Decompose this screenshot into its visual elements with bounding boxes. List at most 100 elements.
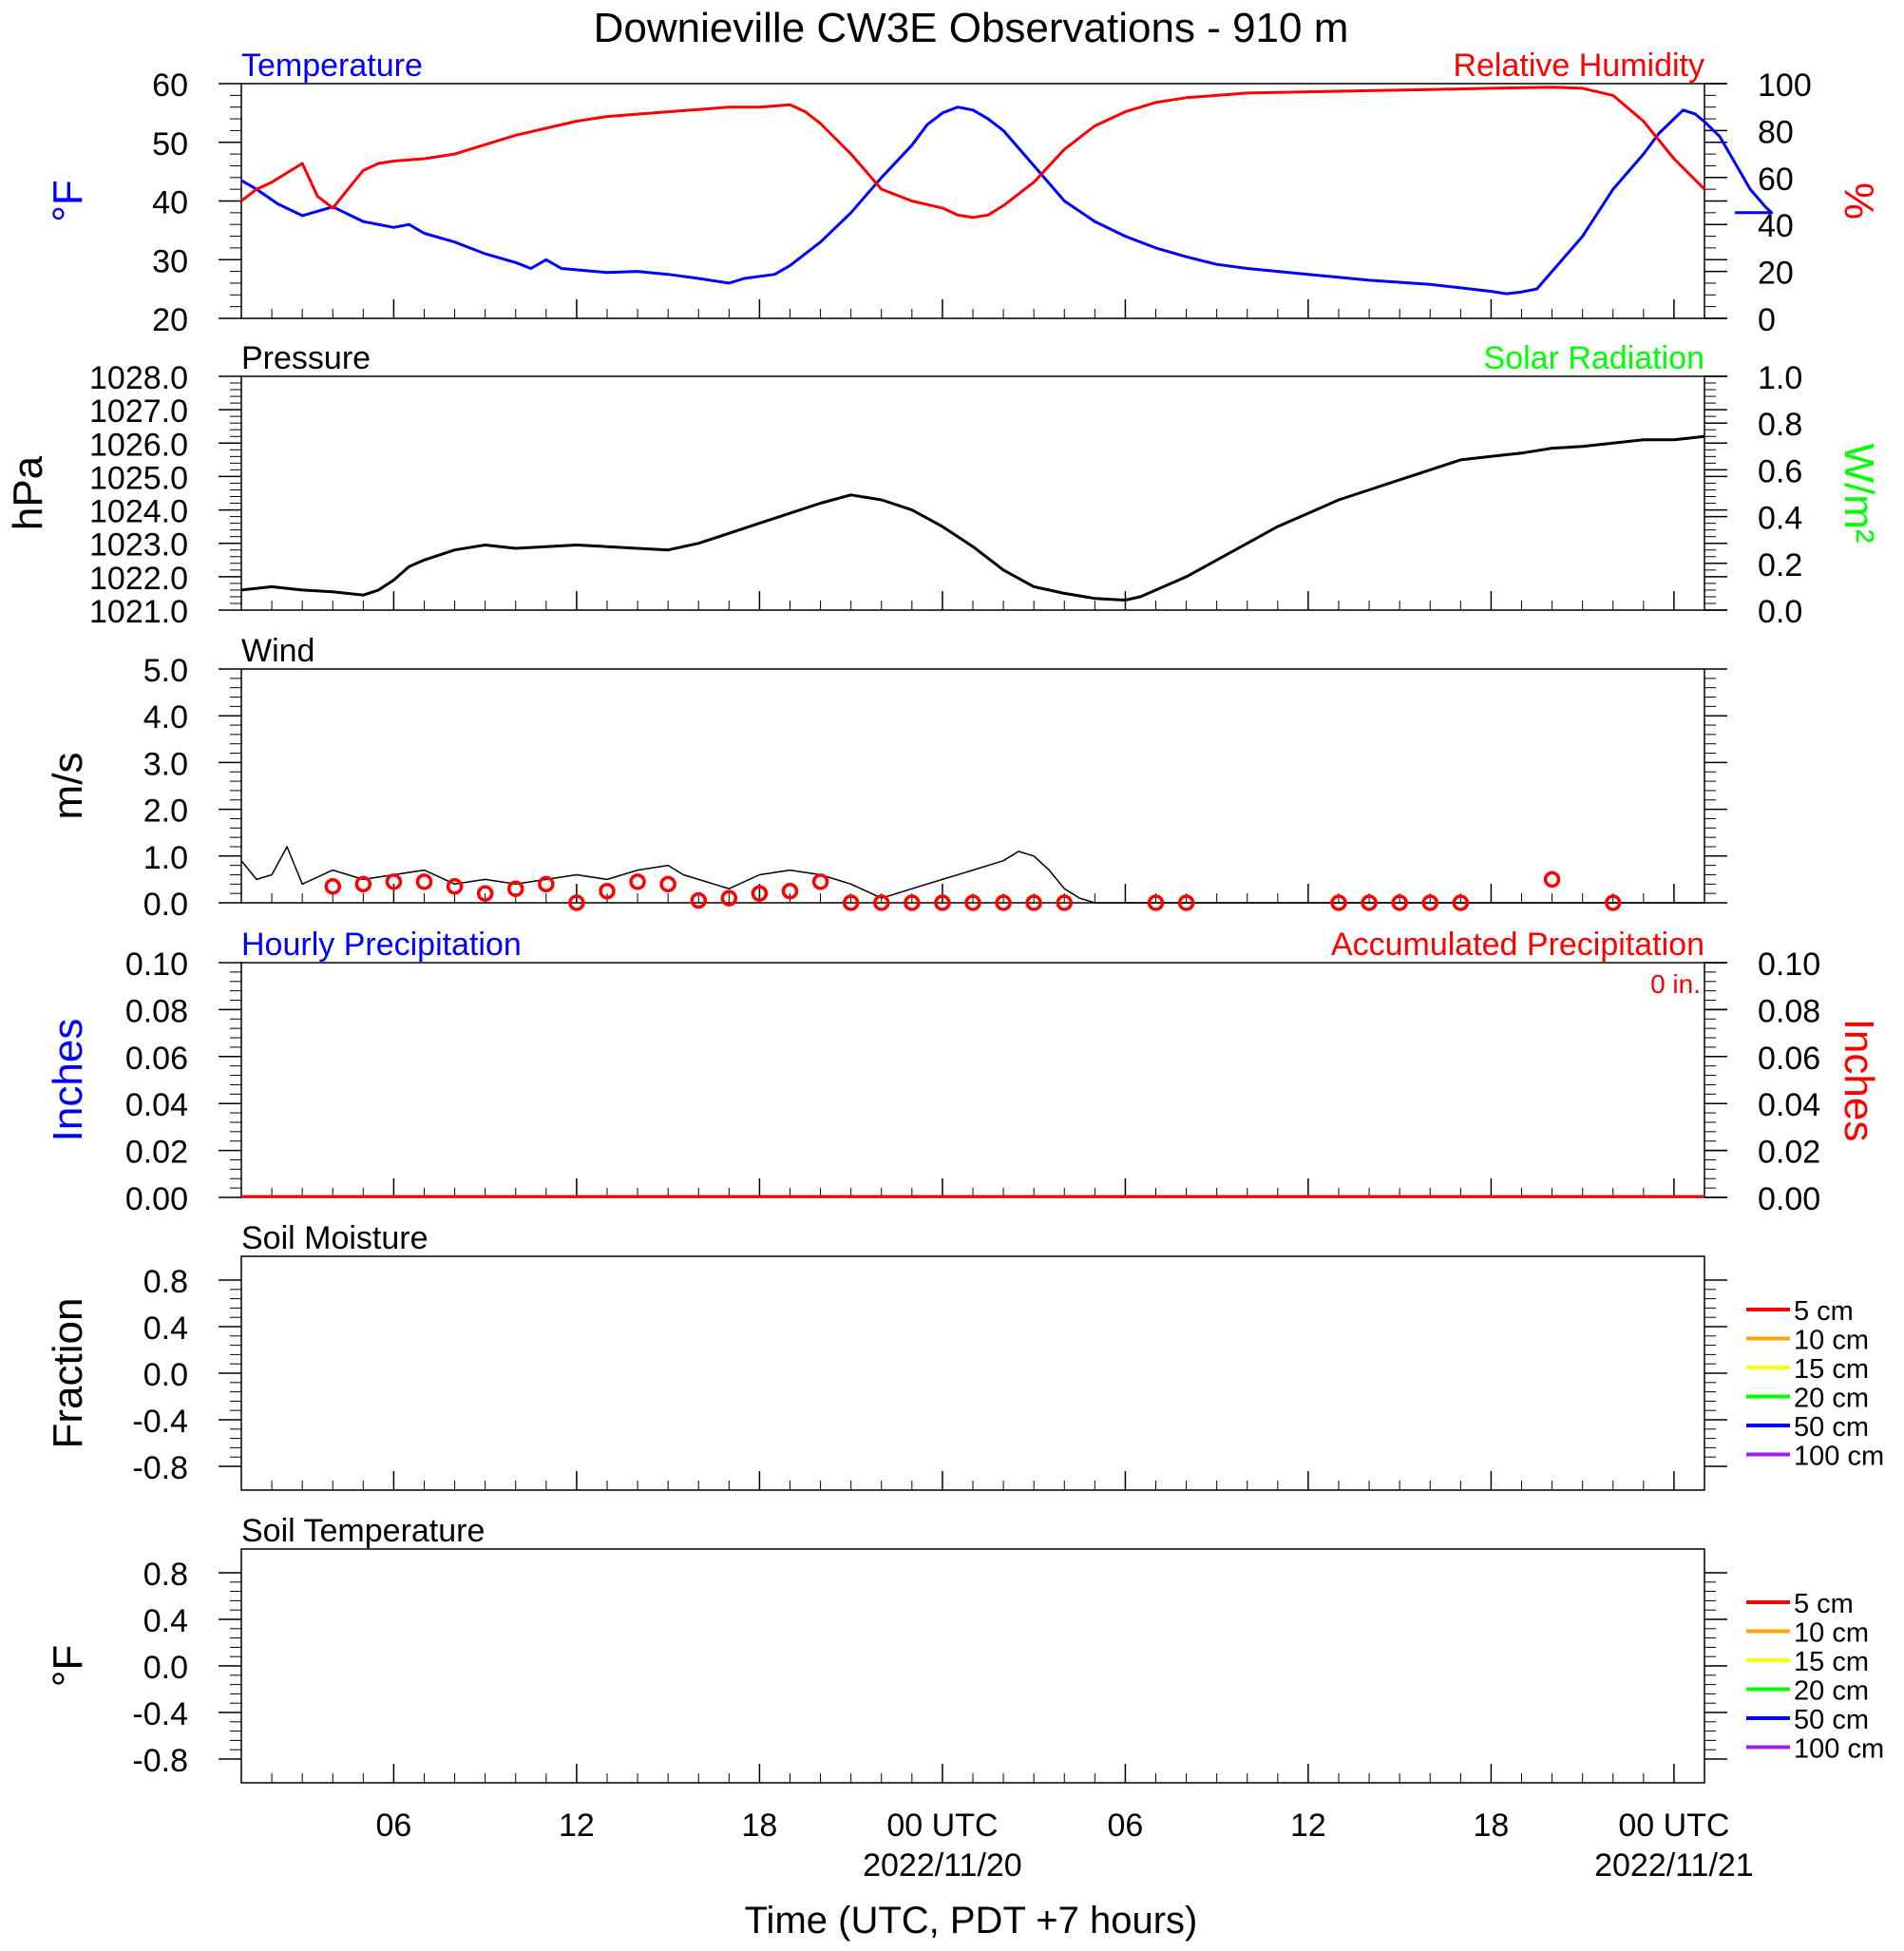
legend-label: 5 cm — [1794, 1589, 1854, 1619]
x-tick-label: 00 UTC — [886, 1808, 998, 1844]
wind-hourly-marker — [354, 875, 372, 893]
wind-hourly-marker — [842, 894, 860, 911]
y-axis-label-left: hPa — [5, 455, 51, 530]
y-tick-label-left: 50 — [152, 126, 188, 163]
legend-label: 100 cm — [1794, 1734, 1884, 1765]
panel-title-right: Solar Radiation — [1484, 340, 1704, 376]
panel-title-left: Wind — [241, 633, 314, 669]
y-tick-label-left: 40 — [152, 185, 188, 221]
y-tick-label-left: 2.0 — [143, 794, 188, 830]
y-tick-label-left: 0.02 — [125, 1135, 188, 1171]
wind-hourly-marker — [690, 891, 707, 909]
y-tick-label-right: 0.04 — [1758, 1087, 1820, 1123]
wind-hourly-marker — [476, 885, 494, 902]
legend-label: 50 cm — [1794, 1412, 1869, 1443]
y-tick-label-right: 1.0 — [1758, 360, 1802, 396]
y-tick-label-right: 80 — [1758, 114, 1794, 150]
legend-label: 5 cm — [1794, 1296, 1854, 1327]
x-tick-label: 18 — [742, 1808, 778, 1844]
wind-hourly-marker — [568, 894, 585, 911]
temperature-line — [240, 105, 1774, 296]
panel-temp: 20 30 40 50 60 0 20 40 60 80 100 Temperature Relativ… — [45, 48, 1882, 338]
y-tick-label-left: 1026.0 — [89, 427, 188, 463]
y-tick-label-left: 0.8 — [143, 1557, 188, 1593]
wind-hourly-marker — [324, 878, 341, 895]
y-tick-label-left: 60 — [152, 67, 188, 104]
panels: 20 30 40 50 60 0 20 40 60 80 100 Temperature Relativ… — [5, 48, 1884, 1784]
wind-hourly-marker — [1421, 894, 1438, 911]
wind-hourly-marker — [1056, 894, 1073, 911]
y-tick-label-left: 30 — [152, 243, 188, 279]
plot-frame — [240, 1255, 1705, 1491]
y-tick-label-left: 4.0 — [143, 699, 188, 736]
panel-soil-moisture: -0.8 -0.4 0.0 0.4 0.8 Soil Moisture Fraction 5 … — [45, 1220, 1884, 1491]
wind-hourly-marker — [1543, 870, 1561, 889]
y-tick-label-left: 0.4 — [143, 1310, 188, 1347]
y-tick-label-right: 0.0 — [1758, 594, 1802, 630]
y-tick-label-left: 0.10 — [125, 947, 188, 983]
x-tick-label: 12 — [1290, 1808, 1326, 1844]
panel-precip: 0.00 0.02 0.04 0.06 0.08 0.10 0.00 0.02 0.04 0.06… — [45, 927, 1882, 1217]
wind-hourly-marker — [385, 873, 403, 890]
figure-title: Downieville CW3E Observations - 910 m — [594, 5, 1349, 51]
x-date-label: 2022/11/21 — [1594, 1847, 1754, 1884]
y-axis-label-left: °F — [45, 1645, 91, 1687]
wind-hourly-marker — [964, 894, 981, 911]
wind-hourly-marker — [751, 885, 769, 902]
y-axis-label-left: m/s — [45, 753, 91, 820]
y-tick-label-left: 5.0 — [143, 653, 188, 689]
wind-speed-line — [240, 846, 1704, 904]
panel-title-left: Pressure — [241, 340, 371, 376]
plot-frame — [240, 83, 1705, 319]
y-tick-label-right: 0.06 — [1758, 1041, 1820, 1077]
panel-wind: 0.0 1.0 2.0 3.0 4.0 5.0 Wind m/s — [45, 633, 1727, 923]
wind-hourly-marker — [934, 894, 951, 911]
y-axis-label-left: Inches — [45, 1019, 91, 1142]
panel-title-left: Hourly Precipitation — [241, 927, 522, 963]
wind-hourly-marker — [995, 894, 1012, 911]
y-tick-label-left: 0.0 — [143, 1650, 188, 1686]
precip-total-annotation: 0 in. — [1650, 969, 1701, 999]
wind-hourly-marker — [1177, 894, 1195, 911]
pressure-line — [240, 434, 1705, 602]
legend-label: 20 cm — [1794, 1384, 1869, 1414]
y-tick-label-right: 20 — [1758, 256, 1794, 292]
y-tick-label-left: -0.8 — [132, 1450, 188, 1486]
panel-pressure: 1021.01022.01023.01024.01025.01026.01027… — [5, 340, 1882, 630]
plot-frame — [240, 375, 1705, 611]
wind-hourly-marker — [446, 878, 464, 895]
y-tick-label-right: 0.4 — [1758, 501, 1802, 537]
y-tick-label-left: 1025.0 — [89, 460, 188, 496]
legend-label: 50 cm — [1794, 1705, 1869, 1735]
wind-hourly-marker — [1391, 894, 1408, 911]
panel-title-left: Soil Moisture — [241, 1220, 428, 1256]
y-tick-label-right: 40 — [1758, 208, 1794, 244]
y-tick-label-left: 0.8 — [143, 1264, 188, 1300]
y-tick-label-right: 0 — [1758, 302, 1776, 338]
legend-label: 20 cm — [1794, 1676, 1869, 1707]
y-tick-label-left: 3.0 — [143, 746, 188, 782]
y-tick-label-left: 0.0 — [143, 1357, 188, 1393]
wind-hourly-marker — [781, 882, 799, 900]
wind-hourly-marker — [1361, 894, 1378, 911]
panel-title-left: Temperature — [241, 48, 423, 84]
plot-frame — [240, 668, 1705, 904]
y-tick-label-left: 1028.0 — [89, 360, 188, 396]
legend-label: 100 cm — [1794, 1442, 1884, 1472]
wind-hourly-marker — [1330, 894, 1347, 911]
x-tick-label: 18 — [1474, 1808, 1510, 1844]
y-axis-label-left: °F — [45, 180, 91, 221]
y-tick-label-right: 0.10 — [1758, 947, 1820, 983]
y-tick-label-right: 100 — [1758, 67, 1812, 104]
y-tick-label-right: 0.6 — [1758, 453, 1802, 489]
y-tick-label-left: -0.4 — [132, 1696, 188, 1732]
y-tick-label-left: -0.4 — [132, 1404, 188, 1440]
x-tick-label: 06 — [376, 1808, 412, 1844]
y-tick-label-left: 0.04 — [125, 1087, 188, 1123]
legend-label: 10 cm — [1794, 1618, 1869, 1649]
wind-hourly-marker — [1025, 894, 1042, 911]
y-tick-label-right: 0.08 — [1758, 993, 1820, 1029]
wind-hourly-marker — [599, 882, 616, 900]
